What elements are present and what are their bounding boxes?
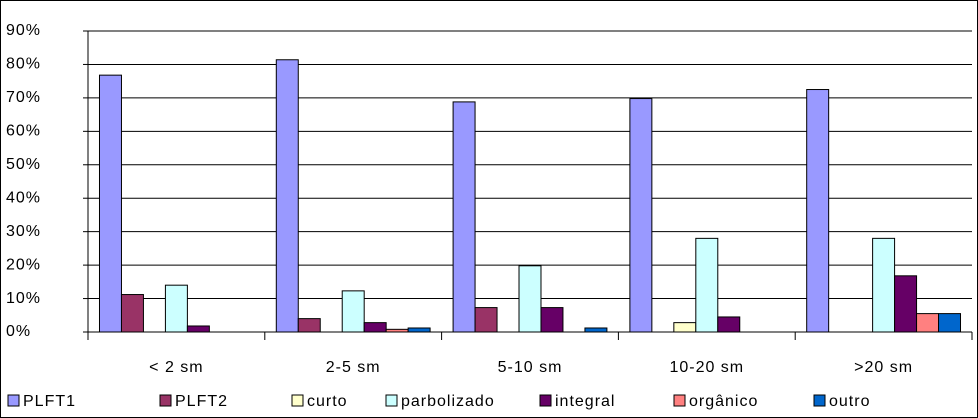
legend-swatch bbox=[7, 394, 20, 407]
legend-swatch bbox=[159, 394, 172, 407]
y-tick-label: 50% bbox=[6, 156, 41, 173]
bar bbox=[673, 322, 697, 333]
bar bbox=[120, 294, 144, 333]
legend-swatch bbox=[539, 394, 552, 407]
bar bbox=[717, 316, 741, 333]
bar bbox=[894, 275, 918, 333]
bar bbox=[474, 307, 498, 333]
bar bbox=[186, 325, 210, 333]
x-tick-label: 10-20 sm bbox=[669, 359, 744, 376]
bar bbox=[164, 284, 188, 333]
bar bbox=[98, 74, 122, 333]
bar bbox=[938, 313, 962, 333]
bar bbox=[584, 327, 608, 333]
y-tick-label: 40% bbox=[6, 189, 41, 206]
legend-label: outro bbox=[829, 393, 870, 410]
y-tick-label: 20% bbox=[6, 256, 41, 273]
bar bbox=[540, 307, 564, 333]
x-tick-label: 5-10 sm bbox=[498, 359, 563, 376]
legend-label: orgânico bbox=[689, 393, 758, 410]
bar bbox=[872, 237, 896, 333]
y-tick-label: 10% bbox=[6, 290, 41, 307]
bar bbox=[452, 101, 476, 333]
bar bbox=[629, 98, 653, 333]
bar bbox=[363, 322, 387, 333]
legend-swatch bbox=[385, 394, 398, 407]
legend-swatch bbox=[291, 394, 304, 407]
legend-label: parbolizado bbox=[401, 393, 495, 410]
legend-swatch bbox=[813, 394, 826, 407]
x-tick-label: >20 sm bbox=[854, 359, 913, 376]
x-tick-label: 2-5 sm bbox=[326, 359, 381, 376]
bar bbox=[341, 290, 365, 333]
legend-label: PLFT2 bbox=[175, 393, 228, 410]
legend-label: curto bbox=[307, 393, 348, 410]
y-tick-label: 90% bbox=[6, 22, 41, 39]
bar bbox=[518, 265, 542, 333]
y-tick-label: 80% bbox=[6, 56, 41, 73]
bar bbox=[916, 313, 940, 333]
bar bbox=[407, 327, 431, 333]
bar bbox=[695, 237, 719, 333]
y-tick-label: 70% bbox=[6, 89, 41, 106]
bar bbox=[275, 59, 299, 333]
bar bbox=[297, 318, 321, 333]
bar bbox=[806, 89, 830, 333]
x-tick-label: < 2 sm bbox=[149, 359, 203, 376]
legend-swatch bbox=[673, 394, 686, 407]
legend-label: integral bbox=[555, 393, 615, 410]
y-tick-label: 0% bbox=[6, 323, 31, 340]
y-tick-label: 60% bbox=[6, 123, 41, 140]
y-tick-label: 30% bbox=[6, 223, 41, 240]
legend-label: PLFT1 bbox=[23, 393, 76, 410]
